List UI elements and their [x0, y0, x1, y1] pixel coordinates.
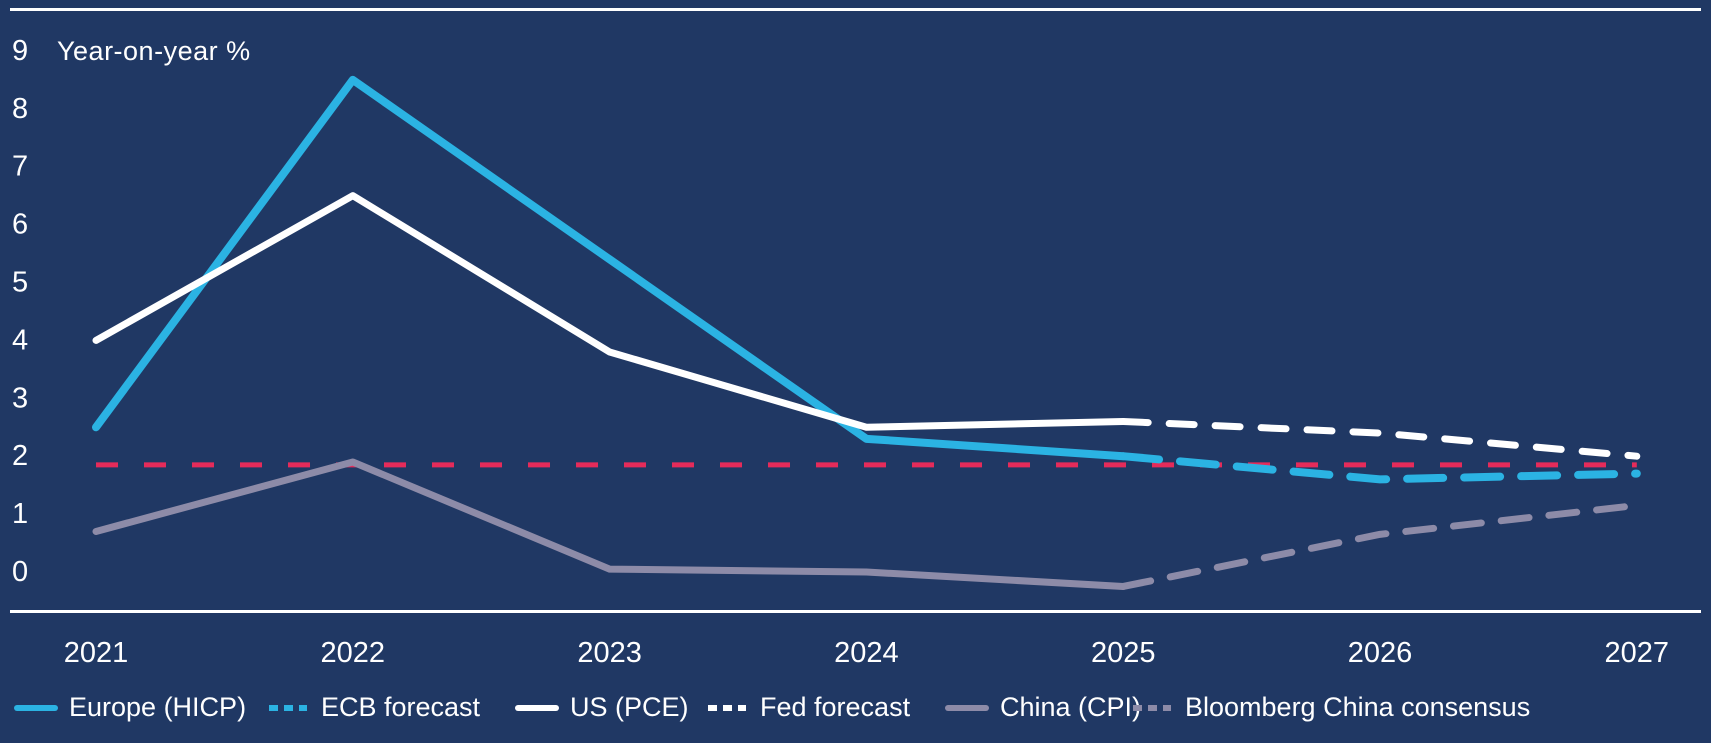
x-tick-label-2025: 2025 [1091, 637, 1156, 669]
legend-swatch-china-cpi-solid-icon [945, 704, 989, 711]
x-tick-label-2027: 2027 [1605, 637, 1670, 669]
y-tick-label-5: 5 [12, 267, 28, 299]
series-line-europe-hicp [92, 75, 1128, 461]
legend-label-us-pce: US (PCE) [570, 692, 689, 722]
y-tick-label-9: 9 [12, 35, 28, 67]
legend-label-china-cpi: China (CPI) [1000, 692, 1142, 722]
y-tick-label-3: 3 [12, 382, 28, 414]
legend-item-europe-hicp: Europe (HICP) [14, 692, 246, 723]
series-line-us-pce [92, 192, 1127, 431]
legend-swatch-ecb-forecast-dashed-icon [269, 704, 307, 711]
series-line-ecb-forecast [1119, 452, 1641, 484]
legend-swatch-us-pce-solid-icon [515, 704, 559, 711]
legend-label-ecb-forecast: ECB forecast [321, 692, 481, 722]
y-tick-label-8: 8 [12, 93, 28, 125]
legend-swatch-europe-hicp-solid-icon [14, 704, 58, 711]
legend-label-fed-forecast: Fed forecast [760, 692, 911, 722]
y-tick-label-1: 1 [12, 498, 28, 530]
series-line-fed-forecast [1119, 417, 1641, 460]
y-tick-label-6: 6 [12, 209, 28, 241]
x-tick-label-2021: 2021 [64, 637, 129, 669]
legend-item-bloomberg-china-consensus: Bloomberg China consensus [1130, 692, 1530, 723]
legend-swatch-fed-forecast-dashed-icon [708, 704, 746, 711]
legend-item-ecb-forecast: ECB forecast [266, 692, 480, 723]
legend-item-us-pce: US (PCE) [515, 692, 689, 723]
x-tick-label-2022: 2022 [321, 637, 386, 669]
legend-swatch-bloomberg-china-consensus-dashed-icon [1133, 704, 1171, 711]
y-tick-label-4: 4 [12, 324, 28, 356]
series-line-bloomberg-china-consensus [1119, 501, 1641, 590]
x-tick-label-2023: 2023 [577, 637, 642, 669]
legend-item-china-cpi: China (CPI) [945, 692, 1141, 723]
legend-label-bloomberg-china-consensus: Bloomberg China consensus [1185, 692, 1531, 722]
legend-label-europe-hicp: Europe (HICP) [69, 692, 247, 722]
chart-legend: Europe (HICP) ECB forecast US (PCE) Fed for… [0, 692, 1711, 728]
y-tick-label-2: 2 [12, 440, 28, 472]
y-tick-label-7: 7 [12, 151, 28, 183]
x-tick-label-2024: 2024 [834, 637, 899, 669]
y-axis-unit-label: Year-on-year % [57, 36, 251, 66]
series-line-china-cpi [92, 458, 1127, 590]
x-tick-label-2026: 2026 [1348, 637, 1413, 669]
legend-item-fed-forecast: Fed forecast [705, 692, 910, 723]
y-tick-label-0: 0 [12, 556, 28, 588]
